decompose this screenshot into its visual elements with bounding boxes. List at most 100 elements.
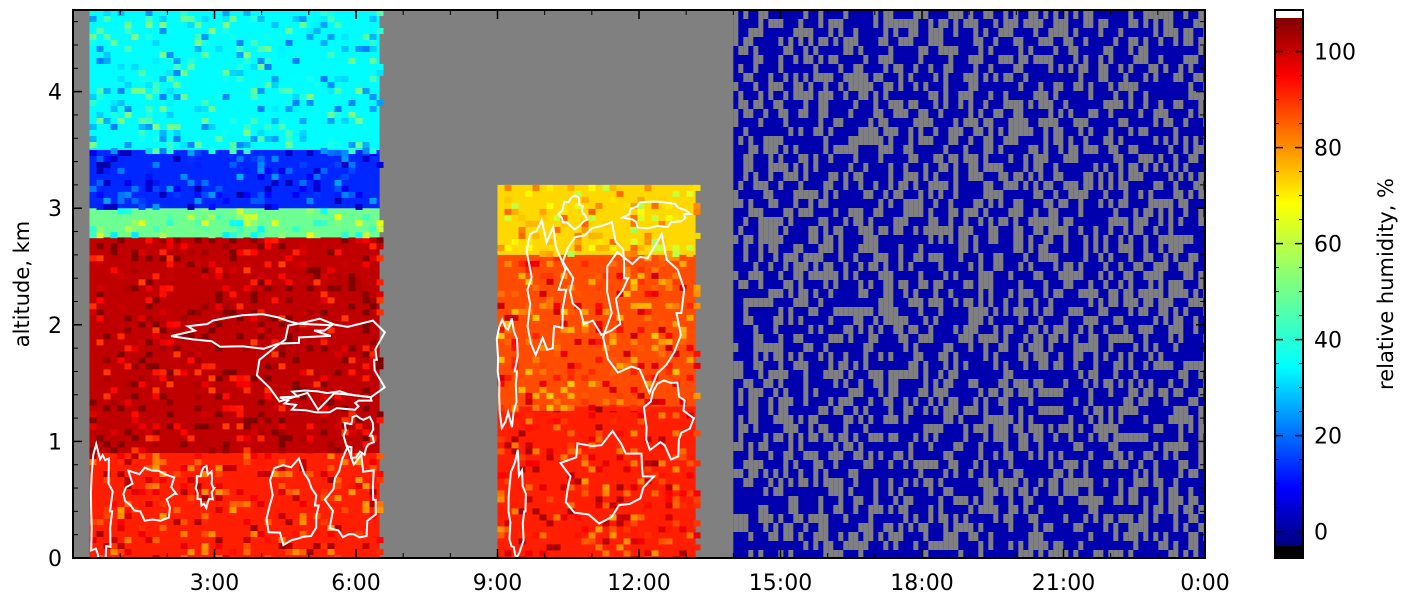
heatmap-cell — [355, 237, 363, 244]
missing-cell — [1083, 145, 1089, 154]
missing-cell — [928, 190, 934, 199]
heatmap-cell — [166, 399, 174, 406]
missing-cell — [923, 109, 929, 118]
heatmap-region-3 — [89, 149, 384, 210]
heatmap-cell — [278, 543, 286, 550]
missing-cell — [1183, 523, 1189, 532]
missing-cell — [893, 415, 899, 424]
missing-cell — [1073, 523, 1079, 532]
heatmap-cell — [630, 302, 638, 309]
heatmap-cell — [187, 16, 195, 22]
missing-cell — [933, 73, 939, 82]
heatmap-cell — [215, 495, 223, 502]
heatmap-cell — [250, 118, 258, 124]
heatmap-cell — [658, 526, 666, 533]
missing-cell — [988, 289, 994, 298]
missing-cell — [1013, 217, 1019, 226]
heatmap-cell — [553, 404, 561, 411]
missing-cell — [1033, 325, 1039, 334]
missing-cell — [1188, 154, 1194, 163]
heatmap-cell — [616, 430, 624, 437]
heatmap-cell — [89, 136, 97, 142]
missing-cell — [1143, 433, 1149, 442]
heatmap-cell — [201, 226, 209, 233]
heatmap-cell — [229, 161, 237, 168]
missing-cell — [733, 10, 739, 19]
missing-cell — [913, 352, 919, 361]
missing-cell — [983, 181, 989, 190]
heatmap-cell — [257, 333, 265, 340]
heatmap-cell — [264, 261, 272, 268]
missing-cell — [818, 253, 824, 262]
missing-cell — [908, 523, 914, 532]
missing-cell — [1068, 478, 1074, 487]
missing-cell — [1188, 496, 1194, 505]
heatmap-cell — [180, 70, 188, 76]
heatmap-cell — [292, 58, 300, 64]
missing-cell — [1193, 325, 1199, 334]
missing-cell — [803, 91, 809, 100]
missing-cell — [733, 28, 739, 37]
missing-cell — [968, 325, 974, 334]
heatmap-cell — [532, 356, 540, 363]
heatmap-cell — [341, 315, 349, 322]
heatmap-cell — [518, 532, 526, 539]
missing-cell — [1183, 550, 1189, 558]
heatmap-cell — [145, 351, 153, 358]
heatmap-cell — [693, 490, 701, 497]
heatmap-cell — [159, 501, 167, 508]
missing-cell — [983, 271, 989, 280]
heatmap-cell — [306, 220, 314, 227]
missing-cell — [858, 316, 864, 325]
heatmap-cell — [103, 161, 111, 168]
contour-line — [561, 220, 630, 337]
missing-cell — [968, 208, 974, 217]
heatmap-cell — [567, 478, 575, 485]
heatmap-cell — [152, 489, 160, 496]
heatmap-cell — [257, 279, 265, 286]
heatmap-cell — [362, 321, 370, 328]
missing-cell — [1198, 370, 1204, 379]
missing-cell — [748, 109, 754, 118]
heatmap-cell — [271, 339, 279, 346]
missing-cell — [1158, 298, 1164, 307]
missing-cell — [943, 82, 949, 91]
missing-cell — [758, 298, 764, 307]
missing-cell — [1083, 172, 1089, 181]
missing-cell — [1188, 505, 1194, 514]
missing-cell — [1018, 352, 1024, 361]
missing-cell — [1093, 226, 1099, 235]
heatmap-cell — [292, 100, 300, 106]
missing-cell — [853, 37, 859, 46]
missing-cell — [803, 154, 809, 163]
missing-cell — [873, 244, 879, 253]
missing-cell — [948, 370, 954, 379]
missing-cell — [908, 442, 914, 451]
missing-cell — [1063, 325, 1069, 334]
heatmap-cell — [525, 448, 533, 455]
missing-cell — [1013, 100, 1019, 109]
missing-cell — [1038, 271, 1044, 280]
missing-cell — [963, 244, 969, 253]
heatmap-cell — [644, 184, 652, 191]
missing-cell — [1068, 190, 1074, 199]
missing-cell — [1108, 424, 1114, 433]
missing-cell — [1063, 280, 1069, 289]
heatmap-cell — [532, 284, 540, 291]
heatmap-cell — [243, 285, 251, 292]
heatmap-cell — [187, 249, 195, 256]
heatmap-cell — [609, 244, 617, 251]
missing-cell — [823, 343, 829, 352]
missing-cell — [943, 271, 949, 280]
missing-cell — [913, 460, 919, 469]
heatmap-cell — [609, 502, 617, 509]
missing-cell — [1043, 154, 1049, 163]
heatmap-cell — [166, 423, 174, 430]
missing-cell — [1188, 298, 1194, 307]
heatmap-cell — [341, 173, 349, 180]
heatmap-cell — [236, 411, 244, 418]
missing-cell — [948, 64, 954, 73]
heatmap-cell — [250, 16, 258, 22]
missing-cell — [1098, 19, 1104, 28]
missing-cell — [1128, 307, 1134, 316]
